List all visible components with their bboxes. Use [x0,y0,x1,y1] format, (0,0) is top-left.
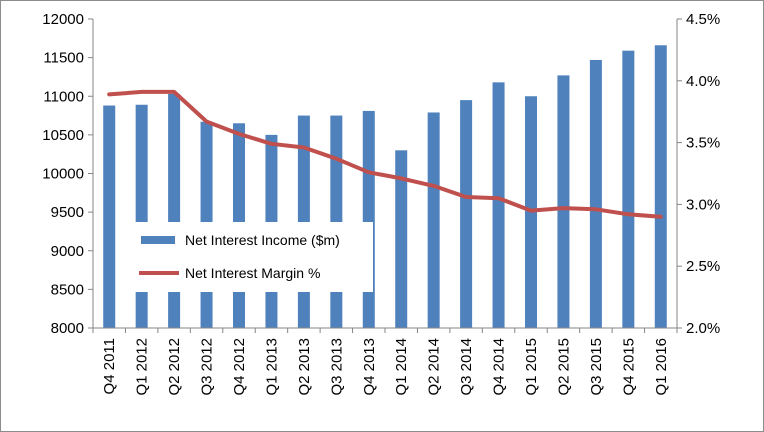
bar-q3-2015 [589,59,602,328]
line-layer [107,89,663,219]
x-tick-label-q3-2012: Q3 2012 [199,338,216,396]
bar-q4-2011 [103,105,116,329]
y-tick-label: 9000 [51,243,84,260]
bar-q2-2012 [168,93,181,329]
x-tick-label-q2-2013: Q2 2013 [296,338,313,396]
x-tick-label-q4-2011: Q4 2011 [101,338,118,394]
x-tick-label-q4-2014: Q4 2014 [491,338,508,396]
legend-box [125,222,373,292]
legend: Net Interest Income ($m) Net Interest Ma… [125,222,373,292]
axes-layer: 8000 8500 9000 9500 10000 10500 11000 11500 1200… [42,11,720,396]
y2-tick-label: 3.0% [686,196,720,213]
bar-q1-2016 [654,45,667,328]
y-tick-label: 10000 [42,166,84,183]
margin-line [107,89,663,219]
bar-q4-2014 [492,82,505,328]
y-tick-label: 11000 [43,88,84,105]
x-tick-label-q1-2014: Q1 2014 [393,338,410,396]
y-tick-label: 11500 [43,50,84,67]
x-tick-label-q3-2014: Q3 2014 [458,338,475,396]
bar-q3-2013 [330,115,343,328]
x-tick-label-q4-2013: Q4 2013 [361,338,378,396]
bar-q4-2013 [362,110,375,329]
bar-q1-2014 [395,150,408,328]
y-tick-label: 12000 [42,11,84,28]
y-tick-label: 8500 [51,281,84,298]
bar-q3-2014 [460,100,473,328]
y-tick-label: 9500 [51,204,84,221]
x-tick-label-q1-2016: Q1 2016 [653,338,670,396]
x-tick-label-q3-2013: Q3 2013 [328,338,345,396]
y2-tick-label: 4.0% [686,73,720,90]
bar-q2-2015 [557,75,570,328]
legend-bar-swatch [141,236,175,244]
x-tick-label-q2-2015: Q2 2015 [555,338,572,396]
x-tick-label-q3-2015: Q3 2015 [588,338,605,396]
x-tick-label-q2-2012: Q2 2012 [166,338,183,396]
y2-tick-label: 3.5% [686,135,720,152]
y2-tick-label: 2.5% [686,258,720,275]
x-tick-label-q1-2013: Q1 2013 [263,338,280,396]
x-tick-label-q2-2014: Q2 2014 [426,338,443,396]
bar-q1-2012 [135,104,148,328]
x-tick-label-q1-2012: Q1 2012 [134,338,151,396]
y2-tick-label: 2.0% [686,320,720,337]
bar-q4-2015 [622,50,635,329]
y2-tick-label: 4.5% [686,11,720,28]
legend-label-net-interest-income: Net Interest Income ($m) [185,232,340,248]
y-tick-label: 8000 [51,320,84,337]
x-tick-label-q4-2015: Q4 2015 [620,338,637,396]
legend-label-net-interest-margin: Net Interest Margin % [185,265,320,281]
x-tick-label-q4-2012: Q4 2012 [231,338,248,396]
x-tick-label-q1-2015: Q1 2015 [523,338,540,396]
bar-q2-2014 [427,112,440,328]
y-tick-label: 10500 [42,127,84,144]
